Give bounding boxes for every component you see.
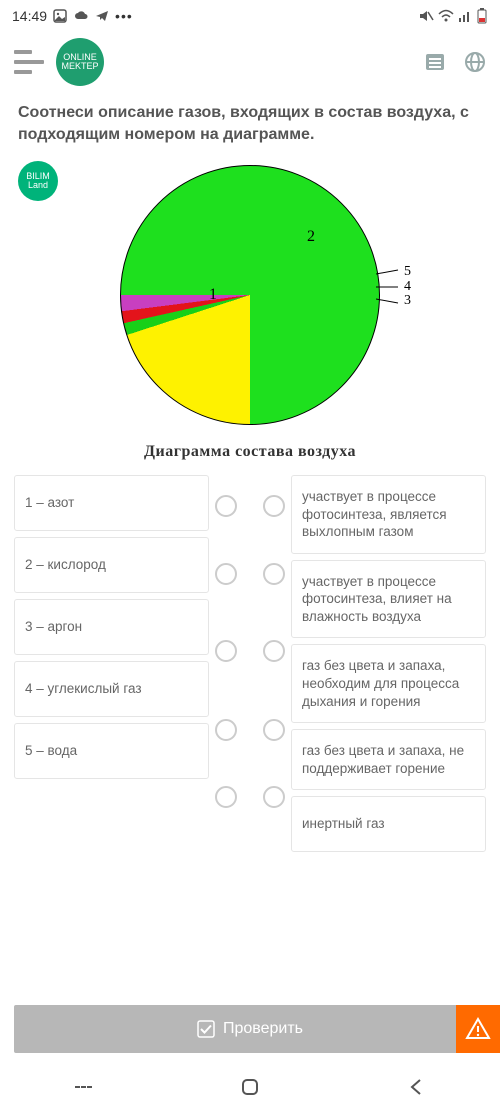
- match-right-item[interactable]: инертный газ: [291, 796, 486, 852]
- match-ring-right[interactable]: [263, 563, 285, 585]
- telegram-icon: [95, 9, 109, 23]
- match-connector-row: [215, 475, 285, 537]
- match-right-item[interactable]: газ без цвета и запаха, необходим для пр…: [291, 644, 486, 723]
- globe-icon[interactable]: [464, 51, 486, 73]
- header-right: [424, 51, 486, 73]
- status-right: [418, 8, 488, 24]
- match-ring-right[interactable]: [263, 495, 285, 517]
- task-prompt: Соотнеси описание газов, входящих в сост…: [0, 92, 500, 161]
- pie-chart: 12: [120, 165, 380, 425]
- match-ring-left[interactable]: [215, 640, 237, 662]
- submit-button[interactable]: Проверить: [14, 1005, 486, 1053]
- warning-icon: [465, 1016, 491, 1042]
- match-ring-right[interactable]: [263, 640, 285, 662]
- app-header: ONLINE MEKTEP: [0, 32, 500, 92]
- check-icon: [197, 1020, 215, 1038]
- android-navbar: [0, 1063, 500, 1111]
- match-ring-left[interactable]: [215, 495, 237, 517]
- menu-icon[interactable]: [14, 50, 44, 74]
- cloud-icon: [73, 9, 89, 23]
- match-ring-right[interactable]: [263, 786, 285, 808]
- match-left-item[interactable]: 4 – углекислый газ: [14, 661, 209, 717]
- back-button[interactable]: [406, 1076, 428, 1098]
- chart-caption: Диаграмма состава воздуха: [0, 443, 500, 461]
- status-bar: 14:49 •••: [0, 0, 500, 32]
- match-connector-row: [215, 769, 285, 825]
- warning-badge[interactable]: [456, 1005, 500, 1053]
- match-connector-row: [215, 691, 285, 769]
- pie-label-2: 2: [307, 228, 315, 246]
- battery-icon: [476, 8, 488, 24]
- match-left-column: 1 – азот 2 – кислород 3 – аргон 4 – углекис…: [14, 475, 209, 852]
- match-left-item[interactable]: 5 – вода: [14, 723, 209, 779]
- pie-label-1: 1: [209, 286, 217, 304]
- match-connector-column: [215, 475, 285, 852]
- match-right-item[interactable]: участвует в процессе фотосинтеза, влияет…: [291, 560, 486, 639]
- matching-area: 1 – азот 2 – кислород 3 – аргон 4 – углекис…: [0, 475, 500, 852]
- match-right-column: участвует в процессе фотосинтеза, являет…: [291, 475, 486, 852]
- chart-area: BILIM Land 12 5 4 3 Диаграмма состава во…: [0, 161, 500, 461]
- match-right-item[interactable]: газ без цвета и запаха, не поддерживает …: [291, 729, 486, 790]
- match-ring-left[interactable]: [215, 719, 237, 741]
- submit-label: Проверить: [223, 1020, 303, 1038]
- list-icon[interactable]: [424, 51, 446, 73]
- status-left: 14:49 •••: [12, 8, 133, 24]
- match-left-item[interactable]: 3 – аргон: [14, 599, 209, 655]
- wifi-icon: [438, 9, 454, 23]
- pie-ext-label-3: 3: [376, 293, 411, 309]
- home-button[interactable]: [239, 1076, 261, 1098]
- recents-button[interactable]: [72, 1076, 94, 1098]
- match-left-item[interactable]: 1 – азот: [14, 475, 209, 531]
- more-icon: •••: [115, 8, 133, 24]
- match-right-item[interactable]: участвует в процессе фотосинтеза, являет…: [291, 475, 486, 554]
- match-ring-left[interactable]: [215, 786, 237, 808]
- status-time: 14:49: [12, 8, 47, 24]
- mute-icon: [418, 9, 434, 23]
- pie-chart-wrap: 12 5 4 3: [0, 165, 500, 425]
- match-left-item[interactable]: 2 – кислород: [14, 537, 209, 593]
- app-logo[interactable]: ONLINE MEKTEP: [56, 38, 104, 86]
- image-icon: [53, 9, 67, 23]
- match-ring-right[interactable]: [263, 719, 285, 741]
- pie-ext-label-5: 5: [376, 264, 411, 280]
- match-ring-left[interactable]: [215, 563, 237, 585]
- match-connector-row: [215, 537, 285, 611]
- match-connector-row: [215, 611, 285, 691]
- logo-text: ONLINE MEKTEP: [61, 53, 98, 71]
- signal-icon: [458, 9, 472, 23]
